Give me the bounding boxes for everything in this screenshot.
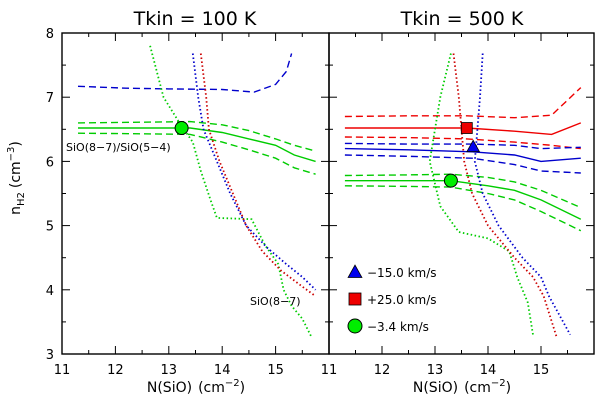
- curve-blue-dashed-upper: [344, 142, 581, 150]
- legend-label: +25.0 km/s: [367, 293, 437, 307]
- marker-triangle: [466, 139, 481, 153]
- x-tick-label: 11: [54, 363, 71, 378]
- curve-red-dashed-upper: [344, 87, 582, 119]
- curve-green-dashed-lower: [344, 185, 582, 232]
- panel-left: Tkin = 100 K 11 12 13 14 15 3 4 5 6 7 8 SiO(8−7)/S…: [46, 8, 330, 378]
- panel-right: Tkin = 500 K 11 12 13 14 15 −15.0 km/s +25.0 …: [321, 8, 595, 378]
- x-axis-title-right-base: N(SiO): [413, 380, 458, 396]
- y-tick-label: 8: [46, 27, 54, 42]
- x-axis-unit-left-exp: −2: [225, 378, 240, 389]
- curve-blue-dotted: [191, 53, 317, 291]
- panel-left-title: Tkin = 100 K: [133, 8, 257, 30]
- y-tick-label: 4: [46, 284, 54, 299]
- curve-green-dashed-lower: [77, 132, 316, 175]
- x-tick-label: 15: [267, 363, 284, 378]
- x-tick-label: 12: [107, 363, 124, 378]
- marker-circle: [174, 121, 189, 136]
- x-axis-unit-left-base: cm: [204, 380, 225, 396]
- y-tick-label: 5: [46, 220, 54, 235]
- x-tick-label: 13: [161, 363, 178, 378]
- svg-text:nH2(cm−3): nH2(cm−3): [6, 141, 27, 215]
- x-axis-title-left-base: N(SiO): [147, 380, 192, 396]
- x-tick-label: 14: [214, 363, 231, 378]
- curve-blue-dashed: [77, 53, 293, 93]
- annotation-sio87-label: SiO(8−7): [250, 295, 301, 308]
- panel-right-frame: [328, 32, 595, 355]
- curve-blue-solid: [344, 147, 581, 163]
- x-tick-label: 14: [480, 363, 497, 378]
- x-axis-unit-right-base: cm: [470, 380, 491, 396]
- curve-green-solid: [78, 127, 316, 163]
- y-axis-title-sub: H2: [16, 192, 27, 206]
- x-axis-title-left: N(SiO) (cm−2): [147, 378, 245, 396]
- panel-right-title: Tkin = 500 K: [400, 8, 524, 30]
- y-tick-label: 7: [46, 91, 54, 106]
- annotation-ratio-label: SiO(8−7)/SiO(5−4): [66, 141, 171, 154]
- legend-marker-circle: [347, 318, 363, 334]
- curve-red-dotted: [452, 53, 558, 339]
- y-axis-title-base: n: [8, 206, 24, 215]
- curve-green-dashed-upper: [344, 173, 582, 209]
- legend-label: −15.0 km/s: [367, 266, 437, 280]
- y-axis-unit-base: cm: [8, 161, 24, 182]
- curve-blue-dashed-lower: [344, 154, 581, 174]
- curve-red-dashed-lower: [344, 136, 581, 150]
- x-axis-unit-right-exp: −2: [491, 378, 506, 389]
- marker-square: [460, 122, 473, 134]
- y-tick-label: 6: [46, 155, 54, 170]
- x-tick-label: 15: [533, 363, 550, 378]
- y-tick-label: 3: [46, 348, 54, 363]
- y-axis-title: nH2(cm−3): [6, 141, 27, 215]
- curve-green-solid: [344, 180, 582, 220]
- legend-marker-square: [348, 292, 362, 306]
- x-axis-title-right: N(SiO) (cm−2): [413, 378, 511, 396]
- x-tick-label: 11: [321, 363, 338, 378]
- x-tick-label: 13: [427, 363, 444, 378]
- legend-marker-triangle: [347, 264, 363, 278]
- legend: −15.0 km/s +25.0 km/s −3.4 km/s: [347, 264, 437, 334]
- curve-green-dotted: [428, 53, 534, 335]
- y-axis-unit-exp: −3: [6, 147, 17, 162]
- marker-circle: [443, 173, 458, 188]
- x-tick-label: 12: [374, 363, 391, 378]
- curve-green-dashed-upper: [77, 120, 316, 152]
- curve-red-solid: [344, 122, 582, 136]
- legend-label: −3.4 km/s: [367, 320, 429, 334]
- curve-red-dotted: [199, 53, 317, 297]
